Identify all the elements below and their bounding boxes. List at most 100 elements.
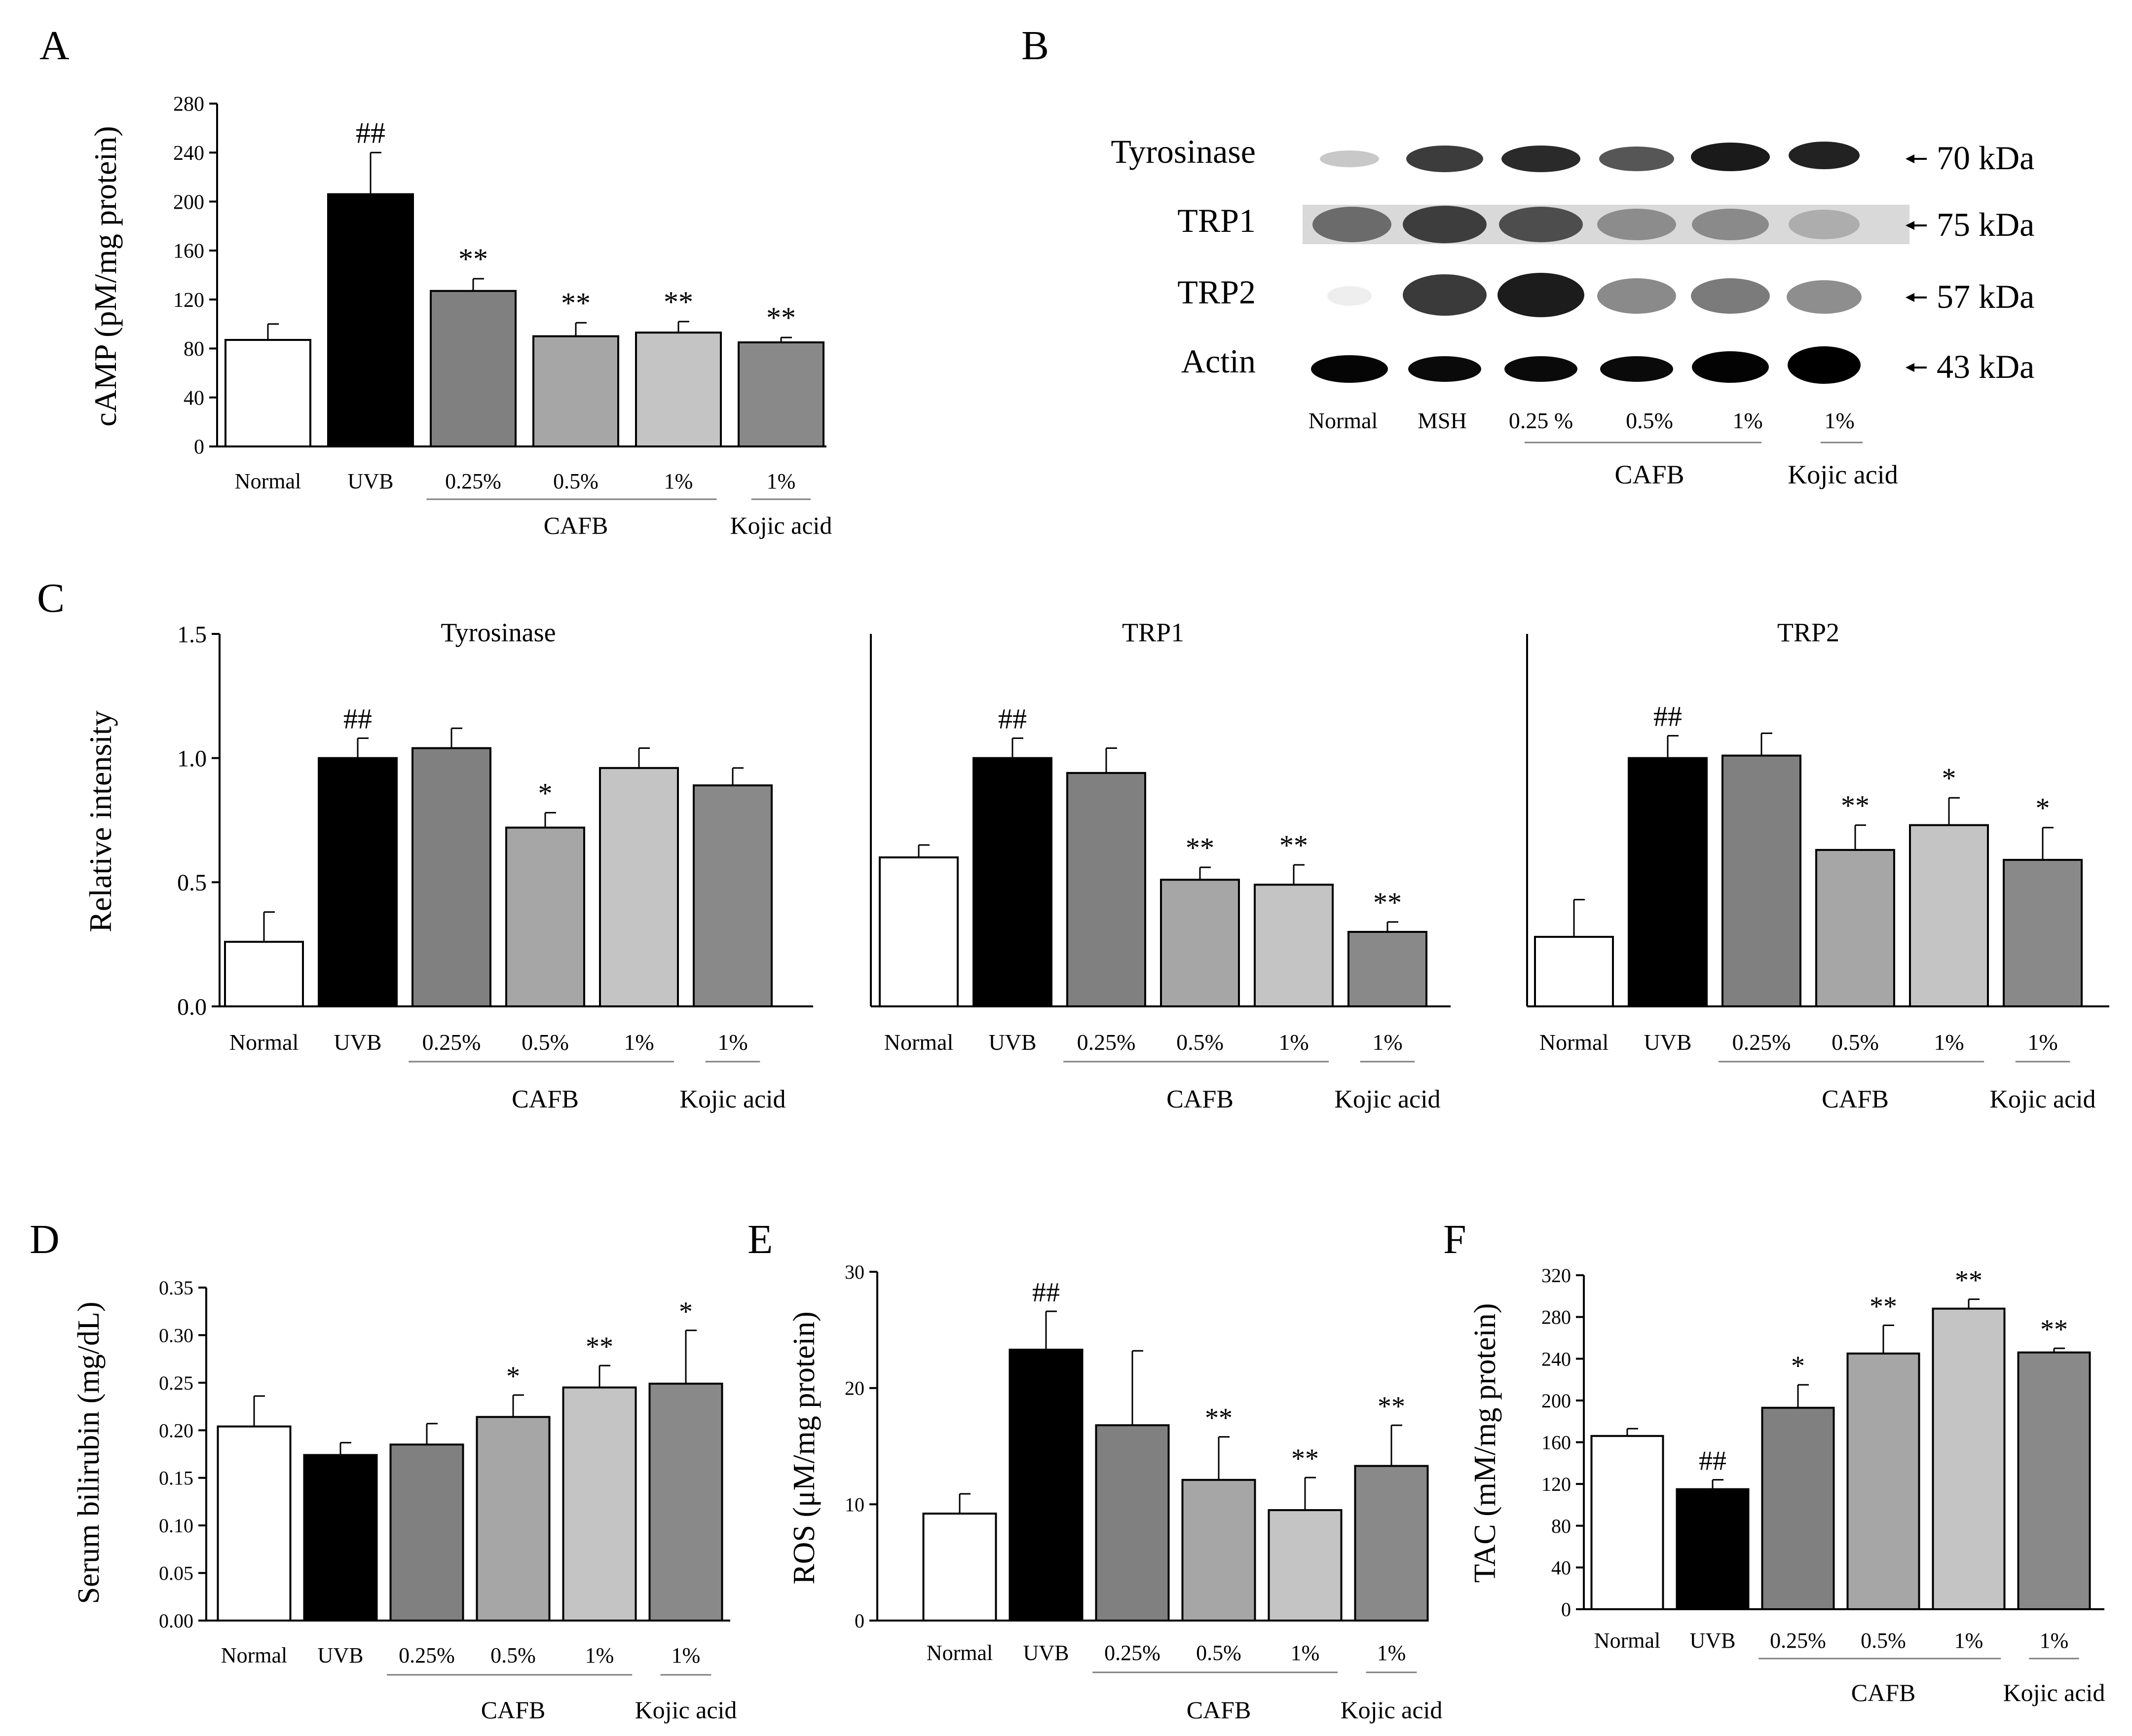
y-tick-label: 280 [173, 93, 204, 116]
significance-label: ** [1373, 886, 1402, 919]
x-tick-label: Normal [927, 1641, 993, 1665]
significance-label: ** [1378, 1391, 1405, 1422]
blot-band [1597, 278, 1676, 314]
blot-band [1692, 351, 1769, 383]
y-tick-label: 0.15 [159, 1467, 193, 1489]
bar [389, 1443, 464, 1622]
x-tick-label: Normal [221, 1643, 287, 1667]
x-tick-label: 1% [664, 469, 693, 493]
blot-size-label: 70 kDa [1937, 139, 2034, 177]
x-tick-label: 0.25% [1077, 1030, 1136, 1055]
arrow-left-icon [1906, 154, 1927, 163]
panel-label-b: B [1021, 23, 1049, 69]
x-tick-label: 1% [624, 1030, 654, 1055]
bar [318, 757, 398, 1007]
arrow-left-icon [1906, 221, 1927, 230]
significance-label: * [1791, 1351, 1805, 1381]
blot-band [1504, 356, 1577, 382]
bar [562, 1386, 637, 1622]
x-tick-label: UVB [1023, 1641, 1069, 1665]
y-tick-label: 160 [173, 240, 204, 263]
y-axis-label: Relative intensity [83, 710, 118, 932]
bar [476, 1416, 551, 1622]
bar [635, 332, 722, 447]
x-tick-label: Normal [884, 1030, 954, 1055]
chart-d: 0.00 0.05 0.10 0.15 0.20 0.25 0.30 0.35 Serum bi… [72, 1277, 737, 1724]
x-tick-label: 1% [1291, 1641, 1320, 1665]
blot-size-label: 43 kDa [1937, 348, 2034, 385]
significance-label: * [2036, 792, 2050, 824]
bar [1268, 1509, 1343, 1622]
bar [411, 747, 491, 1007]
significance-label: ## [343, 702, 372, 735]
significance-label: ** [766, 301, 796, 334]
x-tick-label: 1% [1377, 1641, 1406, 1665]
blot-band [1789, 142, 1860, 169]
bar [327, 193, 414, 447]
x-tick-label: 1% [717, 1030, 748, 1055]
bar [879, 856, 959, 1007]
y-tick-label: 120 [173, 289, 204, 312]
bar [217, 1425, 292, 1622]
blot-band [1499, 207, 1583, 242]
significance-label: ## [356, 116, 385, 149]
y-tick-label: 0 [1561, 1598, 1571, 1621]
y-tick-label: 40 [1551, 1556, 1571, 1579]
x-tick-label: 1% [2027, 1030, 2057, 1055]
panel-label-a: A [39, 23, 70, 69]
group-label: Kojic acid [2003, 1679, 2105, 1706]
blot-lane-label: 0.25 % [1509, 408, 1573, 433]
significance-label: ** [1186, 832, 1214, 864]
bar [1932, 1307, 2006, 1610]
y-tick-label: 200 [1541, 1390, 1571, 1412]
significance-label: ** [1870, 1292, 1897, 1322]
panel-label-f: F [1443, 1217, 1466, 1262]
blot-band [1691, 278, 1770, 314]
blot-band [1692, 209, 1769, 240]
significance-label: ** [1841, 790, 1870, 822]
x-tick-label: 0.5% [490, 1643, 536, 1667]
x-tick-label: Normal [229, 1030, 299, 1055]
x-tick-label: UVB [334, 1030, 381, 1055]
significance-label: ** [2040, 1314, 2068, 1345]
group-label: CAFB [1187, 1696, 1251, 1724]
x-tick-label: 0.25% [1770, 1628, 1826, 1653]
blot-band [1501, 146, 1580, 172]
x-tick-label: 0.25% [422, 1030, 481, 1055]
x-tick-label: 1% [1278, 1030, 1309, 1055]
x-tick-label: 0.5% [522, 1030, 569, 1055]
x-tick-label: 0.5% [553, 469, 598, 493]
bar [1095, 1424, 1170, 1622]
blot-band [1789, 210, 1860, 239]
x-tick-label: UVB [988, 1030, 1036, 1055]
blot-lane-label: 0.5% [1626, 408, 1673, 433]
bar [1628, 757, 1708, 1007]
y-tick-label: 320 [1541, 1264, 1571, 1287]
x-tick-label: 0.25% [1104, 1641, 1160, 1665]
bar [224, 941, 304, 1007]
chart-a: 0 40 80 120 160 200 240 280 cAMP (pM/mg protein)… [88, 93, 832, 539]
significance-label: ** [458, 243, 488, 275]
bar [1066, 772, 1146, 1008]
x-tick-label: Normal [1539, 1030, 1609, 1055]
group-label: Kojic acid [1989, 1085, 2095, 1113]
blot-band [1406, 146, 1483, 172]
x-tick-label: 0.25% [445, 469, 501, 493]
chart-title: TRP1 [1122, 618, 1184, 647]
y-tick-label: 0.25 [159, 1372, 193, 1394]
x-tick-label: UVB [1690, 1628, 1736, 1653]
bar [1909, 824, 1989, 1007]
bar [972, 757, 1052, 1007]
significance-label: ** [1291, 1443, 1319, 1474]
y-tick-label: 0.05 [159, 1562, 193, 1585]
x-tick-label: UVB [318, 1643, 364, 1667]
y-tick-label: 0 [194, 436, 204, 459]
bar [505, 826, 585, 1007]
y-tick-label: 0 [855, 1610, 864, 1632]
significance-label: ** [586, 1331, 613, 1362]
x-tick-label: 1% [767, 469, 796, 493]
y-tick-label: 240 [1541, 1348, 1571, 1370]
bar [532, 335, 619, 447]
y-tick-label: 80 [184, 338, 204, 361]
